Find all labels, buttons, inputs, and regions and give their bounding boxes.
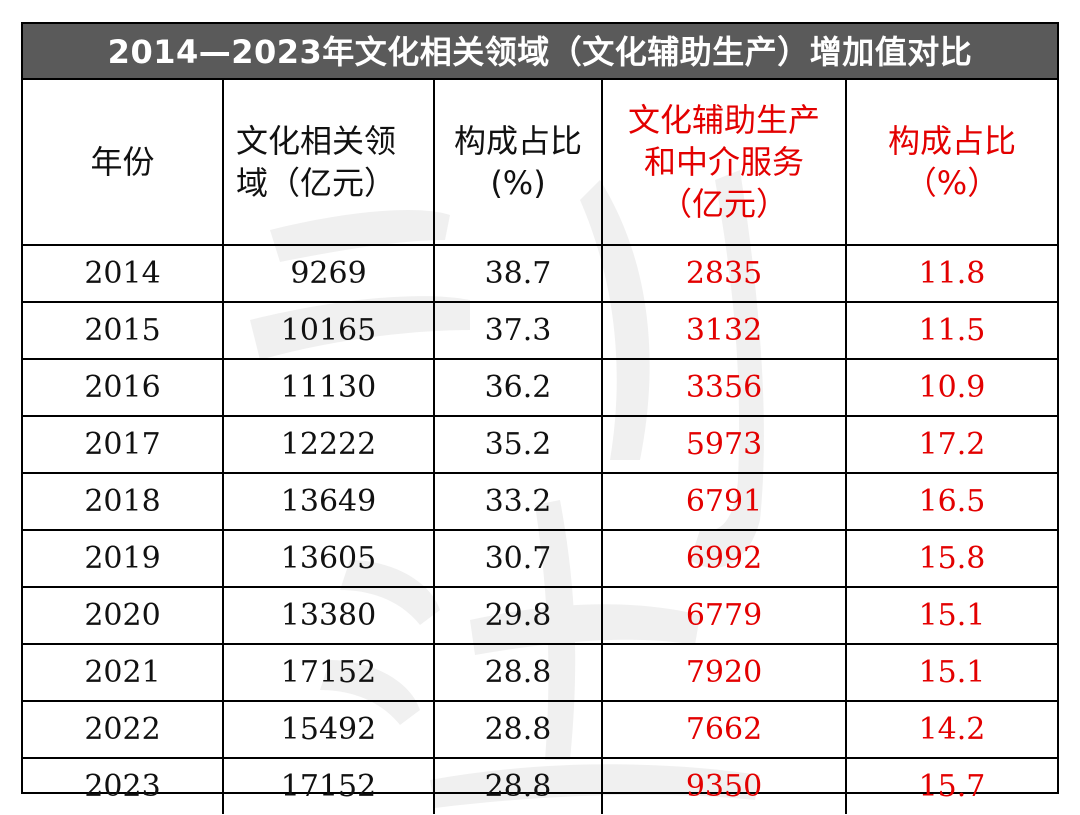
cell-related-value: 17152	[222, 643, 435, 702]
table-row: 2016 11130 36.2 3356 10.9	[23, 358, 1057, 417]
cell-related-share: 36.2	[433, 358, 603, 417]
cell-year: 2020	[23, 586, 224, 645]
cell-related-share: 28.8	[433, 643, 603, 702]
cell-aux-value: 9350	[601, 757, 847, 814]
cell-aux-value: 3356	[601, 358, 847, 417]
cell-aux-share: 15.1	[845, 643, 1057, 702]
cell-related-value: 9269	[222, 244, 435, 303]
cell-year: 2014	[23, 244, 224, 303]
cell-aux-value: 7662	[601, 700, 847, 759]
cell-aux-share: 11.8	[845, 244, 1057, 303]
cell-year: 2015	[23, 301, 224, 360]
cell-related-share: 38.7	[433, 244, 603, 303]
cell-related-value: 13380	[222, 586, 435, 645]
cell-year: 2018	[23, 472, 224, 531]
cell-aux-value: 6791	[601, 472, 847, 531]
cell-related-value: 15492	[222, 700, 435, 759]
cell-year: 2016	[23, 358, 224, 417]
header-related-value: 文化相关领 域（亿元）	[222, 80, 435, 246]
table-row: 2021 17152 28.8 7920 15.1	[23, 643, 1057, 702]
cell-aux-share: 15.7	[845, 757, 1057, 814]
table-row: 2017 12222 35.2 5973 17.2	[23, 415, 1057, 474]
cell-aux-share: 17.2	[845, 415, 1057, 474]
cell-related-share: 29.8	[433, 586, 603, 645]
cell-year: 2022	[23, 700, 224, 759]
cell-related-share: 28.8	[433, 700, 603, 759]
cell-related-value: 12222	[222, 415, 435, 474]
data-table-container: 2014—2023年文化相关领域（文化辅助生产）增加值对比 年份 文化相关领 域…	[21, 22, 1059, 814]
header-aux-value: 文化辅助生产 和中介服务 （亿元）	[601, 80, 847, 246]
cell-related-share: 30.7	[433, 529, 603, 588]
header-related-share: 构成占比 (%)	[433, 80, 603, 246]
table-row: 2018 13649 33.2 6791 16.5	[23, 472, 1057, 531]
cell-aux-value: 3132	[601, 301, 847, 360]
cell-related-share: 35.2	[433, 415, 603, 474]
header-year: 年份	[23, 80, 224, 246]
cell-aux-share: 14.2	[845, 700, 1057, 759]
cell-year: 2017	[23, 415, 224, 474]
cell-year: 2019	[23, 529, 224, 588]
header-row: 年份 文化相关领 域（亿元） 构成占比 (%) 文化辅助生产 和中介服务 （亿元…	[23, 80, 1057, 246]
cell-aux-value: 6992	[601, 529, 847, 588]
cell-aux-value: 2835	[601, 244, 847, 303]
cell-related-value: 17152	[222, 757, 435, 814]
cell-related-value: 13605	[222, 529, 435, 588]
table-title: 2014—2023年文化相关领域（文化辅助生产）增加值对比	[23, 24, 1057, 80]
table-row: 2014 9269 38.7 2835 11.8	[23, 244, 1057, 303]
cell-related-share: 28.8	[433, 757, 603, 814]
cell-aux-share: 15.8	[845, 529, 1057, 588]
cell-aux-share: 16.5	[845, 472, 1057, 531]
cell-year: 2023	[23, 757, 224, 814]
header-aux-share: 构成占比 （%）	[845, 80, 1057, 246]
cell-aux-value: 5973	[601, 415, 847, 474]
table-row: 2019 13605 30.7 6992 15.8	[23, 529, 1057, 588]
cell-related-value: 13649	[222, 472, 435, 531]
cell-aux-share: 10.9	[845, 358, 1057, 417]
cell-aux-share: 11.5	[845, 301, 1057, 360]
cell-aux-value: 6779	[601, 586, 847, 645]
cell-year: 2021	[23, 643, 224, 702]
cell-aux-value: 7920	[601, 643, 847, 702]
cell-related-value: 10165	[222, 301, 435, 360]
table-row: 2022 15492 28.8 7662 14.2	[23, 700, 1057, 759]
cell-aux-share: 15.1	[845, 586, 1057, 645]
cell-related-share: 33.2	[433, 472, 603, 531]
table-row: 2015 10165 37.3 3132 11.5	[23, 301, 1057, 360]
table-row: 2020 13380 29.8 6779 15.1	[23, 586, 1057, 645]
cell-related-share: 37.3	[433, 301, 603, 360]
data-table: 年份 文化相关领 域（亿元） 构成占比 (%) 文化辅助生产 和中介服务 （亿元…	[23, 80, 1057, 814]
cell-related-value: 11130	[222, 358, 435, 417]
table-row: 2023 17152 28.8 9350 15.7	[23, 757, 1057, 814]
